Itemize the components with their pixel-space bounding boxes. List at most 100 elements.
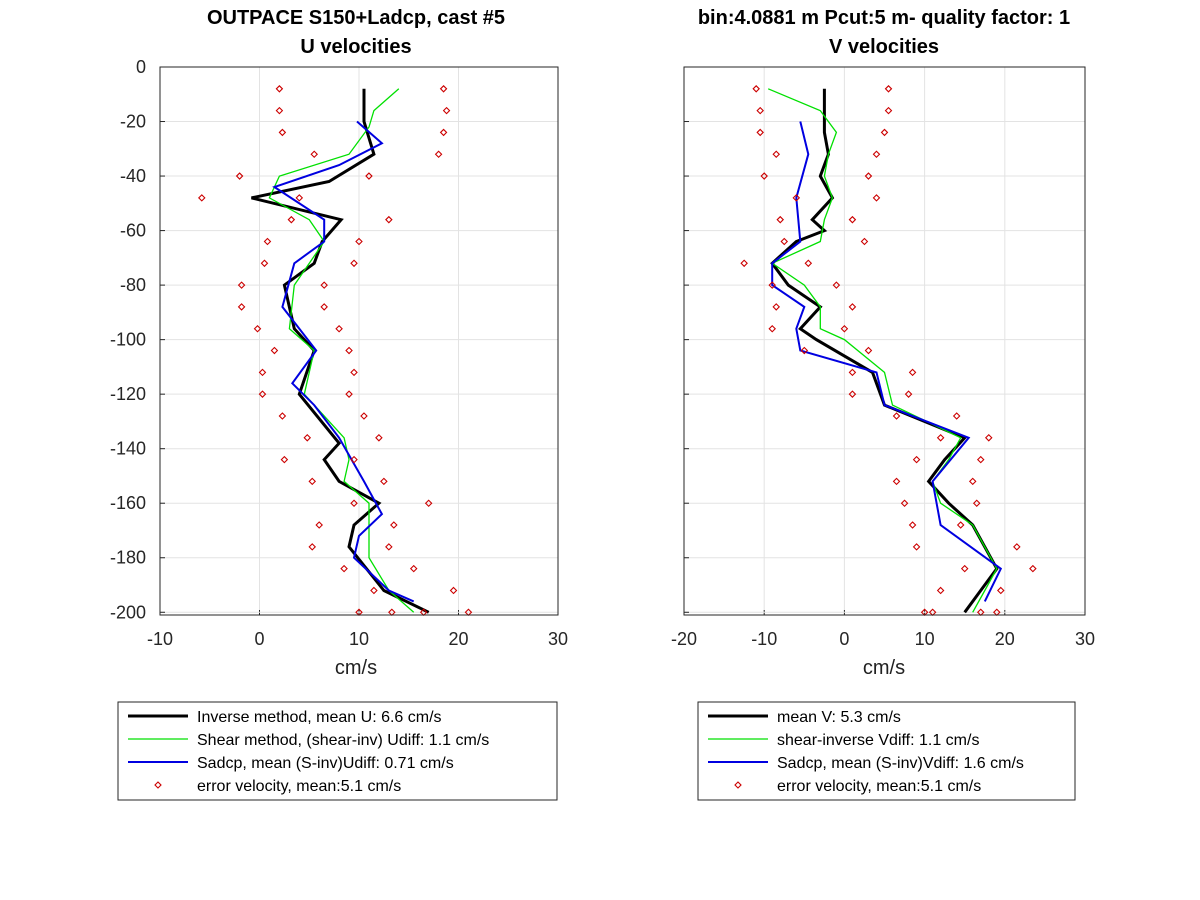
v-legend-marker [734, 781, 742, 789]
u-error-velocity-point [350, 368, 358, 377]
u-x-axis-label: cm/s [335, 657, 377, 679]
v-error-velocity-point [912, 455, 921, 464]
u-error-velocity-point [253, 324, 262, 333]
u-error-velocity-point [355, 237, 363, 246]
u-y-tick-label: -40 [120, 166, 146, 186]
u-y-tick-label: 0 [136, 57, 146, 77]
u-panel-subtitle: U velocities [300, 36, 411, 58]
v-legend-label: shear-inverse Vdiff: 1.1 cm/s [777, 732, 979, 749]
v-error-velocity-point [772, 303, 781, 311]
v-error-velocity-point [848, 368, 857, 377]
u-error-velocity-point [235, 172, 244, 180]
v-error-velocity-point [740, 259, 748, 268]
u-error-velocity-point [237, 281, 246, 289]
v-error-velocity-point [768, 281, 776, 289]
u-error-velocity-point [345, 390, 353, 398]
v-error-velocity-point [984, 434, 993, 442]
u-error-velocity-point [370, 586, 378, 595]
u-error-velocity-point [275, 85, 284, 93]
u-error-velocity-point [360, 412, 368, 420]
u-error-velocity-point [258, 390, 267, 398]
v-error-velocity-point [936, 586, 945, 595]
v-error-velocity-point [880, 128, 889, 137]
v-x-tick-label: 30 [1075, 629, 1095, 649]
u-y-tick-label: -140 [110, 439, 146, 459]
v-error-velocity-point [904, 390, 913, 398]
u-error-velocity-point [310, 150, 319, 159]
v-error-velocity-point [912, 543, 921, 551]
v-error-velocity-point [756, 128, 764, 137]
v-error-velocity-point [832, 281, 841, 289]
u-error-velocity-point [315, 521, 323, 529]
v-error-velocity-point [768, 324, 776, 333]
u-error-velocity-point [278, 128, 287, 137]
v-error-velocity-point [960, 564, 969, 573]
u-error-velocity-point [237, 303, 246, 311]
v-error-velocity-point [884, 85, 893, 93]
u-error-velocity-point [442, 106, 451, 115]
u-error-velocity-point [198, 194, 206, 202]
u-error-velocity-point [303, 434, 312, 442]
v-legend-label: mean V: 5.3 cm/s [777, 709, 901, 726]
u-y-tick-label: -80 [120, 275, 146, 295]
u-y-tick-label: -200 [110, 602, 146, 622]
v-error-velocity-point [900, 499, 909, 507]
v-error-velocity-point [968, 477, 977, 486]
v-error-velocity-point [776, 215, 785, 224]
v-error-velocity-point [760, 172, 768, 180]
v-legend: mean V: 5.3 cm/s shear-inverse Vdiff: 1.1… [697, 701, 1076, 801]
u-x-tick-label: 10 [349, 629, 369, 649]
u-error-velocity-point [439, 128, 448, 137]
u-error-velocity-point [380, 477, 388, 486]
v-error-velocity-point [908, 521, 917, 529]
u-error-velocity-point [365, 172, 373, 180]
v-error-velocity-point [1029, 564, 1037, 573]
v-error-velocity-point [804, 259, 813, 268]
u-legend-label: Inverse method, mean U: 6.6 cm/s [197, 709, 442, 726]
u-series-line-0 [251, 88, 430, 614]
v-error-velocity-point [997, 586, 1005, 595]
v-legend-box [697, 701, 1076, 801]
v-error-velocity-point [864, 346, 873, 355]
v-series-line-0 [770, 88, 999, 614]
v-x-axis-label: cm/s [863, 657, 905, 679]
v-legend-label: Sadcp, mean (S-inv)Vdiff: 1.6 cm/s [777, 755, 1024, 772]
u-error-velocity-point [449, 586, 458, 595]
u-y-tick-label: -60 [120, 221, 146, 241]
u-error-velocity-point [375, 434, 383, 442]
u-y-tick-label: -20 [120, 112, 146, 132]
u-error-velocity-point [340, 564, 348, 573]
u-x-tick-label: -10 [147, 629, 173, 649]
v-velocity-panel: bin:4.0881 m Pcut:5 m- quality factor: 1… [671, 7, 1095, 801]
u-error-velocity-point [275, 106, 284, 115]
u-legend-label: Sadcp, mean (S-inv)Udiff: 0.71 cm/s [197, 755, 454, 772]
v-error-velocity-point [848, 390, 857, 398]
u-error-velocity-point [320, 281, 328, 289]
v-series-line-1 [767, 88, 998, 613]
u-error-velocity-point [335, 324, 343, 333]
u-error-velocity-point [439, 85, 448, 93]
u-error-velocity-point [320, 303, 328, 311]
v-x-tick-label: 10 [915, 629, 935, 649]
v-error-velocity-point [752, 85, 760, 93]
v-error-velocity-point [780, 237, 789, 246]
v-error-velocity-point [972, 499, 981, 507]
u-error-velocity-point [295, 194, 304, 202]
u-error-velocity-point [258, 368, 267, 377]
u-error-velocity-point [345, 346, 353, 355]
u-error-velocity-point [390, 521, 398, 529]
v-axes-box [683, 66, 1086, 616]
v-error-velocity-point [1013, 543, 1021, 551]
v-error-velocity-point [936, 434, 945, 442]
u-x-tick-label: 20 [448, 629, 468, 649]
u-x-tick-label: 0 [254, 629, 264, 649]
v-error-velocity-point [872, 194, 881, 202]
u-legend: Inverse method, mean U: 6.6 cm/s Shear me… [117, 701, 558, 801]
u-y-tick-label: -120 [110, 384, 146, 404]
u-axes-box [159, 66, 559, 616]
u-error-velocity-point [409, 564, 418, 573]
v-error-velocity-point [892, 477, 901, 486]
u-error-velocity-point [385, 543, 393, 551]
u-y-tick-label: -100 [110, 330, 146, 350]
